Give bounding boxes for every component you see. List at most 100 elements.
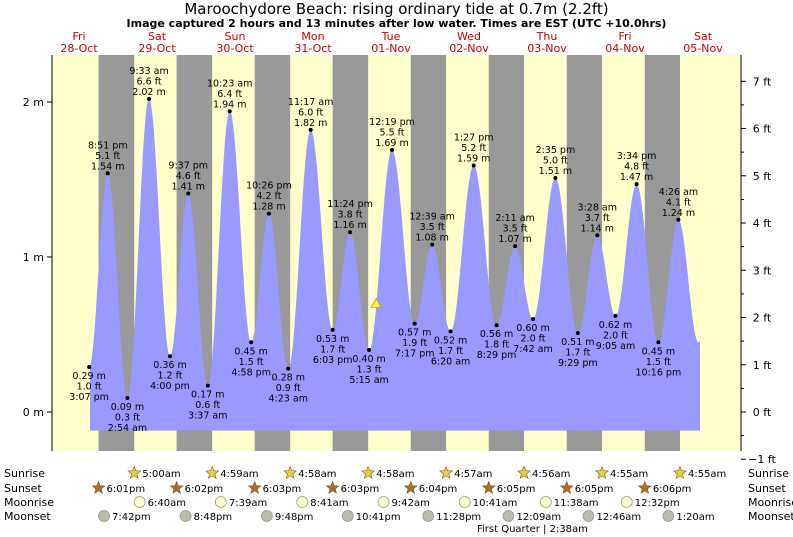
low-tide-label: 2:54 am [108, 423, 147, 434]
moonset-time: 12:46am [596, 512, 641, 523]
low-tide-point [575, 330, 580, 335]
left-tick-label: 2 m [23, 96, 44, 109]
sunset-time: 6:03pm [341, 484, 380, 495]
right-tick-label: 3 ft [753, 264, 772, 277]
high-tide-point [227, 109, 232, 114]
date-label: 05-Nov [683, 42, 723, 55]
high-tide-label: 1.24 m [662, 208, 695, 219]
low-tide-point [87, 365, 92, 370]
high-tide-point [147, 96, 152, 101]
moonset-icon [179, 510, 192, 522]
high-tide-label: 1.14 m [581, 223, 614, 234]
date-label: 29-Oct [138, 42, 176, 55]
sunrise-row-label: Sunrise [4, 467, 45, 480]
low-tide-label: 4:23 am [269, 394, 308, 405]
high-tide-label: 2:11 am [495, 213, 534, 224]
low-tide-label: 0.40 m [352, 354, 385, 365]
high-tide-point [186, 191, 191, 196]
low-tide-label: 0.6 ft [195, 400, 220, 411]
sunrise-time: 4:58am [298, 469, 336, 480]
day-of-week-label: Sat [148, 30, 167, 43]
low-tide-point [448, 329, 453, 334]
high-tide-label: 9:33 am [129, 66, 168, 77]
tide-area [90, 98, 700, 431]
high-tide-label: 3:34 pm [617, 151, 657, 162]
day-of-week-label: Sun [225, 30, 246, 43]
moonrise-icon [377, 496, 390, 508]
low-tide-label: 1.9 ft [402, 338, 427, 349]
high-tide-label: 1.51 m [539, 166, 572, 177]
low-tide-label: 8:29 pm [477, 350, 517, 361]
sunset-time: 6:02pm [185, 484, 224, 495]
sunrise-time: 4:55am [610, 469, 648, 480]
right-tick-label: −1 ft [748, 453, 776, 466]
low-tide-label: 7:17 pm [395, 349, 435, 360]
sunrise-icon [439, 465, 454, 479]
high-tide-label: 1:27 pm [454, 133, 494, 144]
moonset-time: 10:41pm [356, 512, 401, 523]
low-tide-label: 6:03 pm [313, 355, 353, 366]
right-tick-label: 4 ft [753, 217, 772, 230]
low-tide-label: 0.56 m [480, 329, 513, 340]
low-tide-label: 1.5 ft [646, 357, 671, 368]
date-label: 03-Nov [527, 42, 567, 55]
moonset-time: 1:20am [676, 512, 714, 523]
low-tide-label: 0.28 m [272, 373, 305, 384]
sunset-icon [637, 480, 652, 494]
sunset-time: 6:05pm [575, 484, 614, 495]
moonset-time: 12:09am [516, 512, 561, 523]
moonset-time: 9:48pm [275, 512, 314, 523]
day-of-week-label: Mon [301, 30, 324, 43]
low-tide-label: 0.3 ft [115, 413, 140, 424]
low-tide-label: 9:05 am [596, 341, 635, 352]
moonrise-time: 12:32pm [635, 498, 680, 509]
high-tide-point [595, 233, 600, 238]
high-tide-point [513, 244, 518, 249]
date-label: 02-Nov [449, 42, 489, 55]
low-tide-label: 0.09 m [111, 402, 144, 413]
high-tide-label: 10:23 am [207, 78, 252, 89]
low-tide-point [168, 354, 172, 359]
low-tide-label: 2.0 ft [603, 330, 628, 341]
sunrise-time: 5:00am [142, 469, 180, 480]
moonrise-time: 9:42am [392, 498, 430, 509]
moonset-row-label: Moonset [4, 510, 51, 523]
low-tide-point [656, 340, 661, 345]
high-tide-label: 3.5 ft [420, 222, 445, 233]
sunrise-time: 4:56am [532, 469, 570, 480]
low-tide-point [330, 327, 335, 332]
low-tide-label: 1.0 ft [77, 382, 102, 393]
sunrise-time: 4:55am [688, 469, 726, 480]
moonset-time: 8:48pm [194, 512, 233, 523]
sunset-icon [559, 480, 574, 494]
low-tide-label: 0.57 m [398, 328, 431, 339]
sunrise-icon [127, 465, 142, 479]
day-of-week-label: Sat [694, 30, 713, 43]
sunrise-icon [283, 465, 298, 479]
day-of-week-label: Fri [618, 30, 631, 43]
sunrise-row-label: Sunrise [748, 467, 789, 480]
sunset-time: 6:03pm [263, 484, 302, 495]
low-tide-label: 0.60 m [516, 323, 549, 334]
sunrise-icon [517, 465, 531, 479]
low-tide-label: 1.7 ft [565, 347, 590, 358]
sunrise-time: 4:59am [220, 469, 258, 480]
moonset-time: 11:28pm [436, 512, 481, 523]
chart-subtitle: Image captured 2 hours and 13 minutes af… [126, 17, 667, 30]
day-of-week-label: Tue [381, 30, 401, 43]
date-label: 31-Oct [294, 42, 332, 55]
chart-title: Maroochydore Beach: rising ordinary tide… [184, 0, 609, 18]
low-tide-point [125, 396, 130, 401]
high-tide-label: 6.4 ft [217, 89, 242, 100]
low-tide-label: 1.8 ft [484, 340, 509, 351]
high-tide-point [266, 211, 271, 216]
sunrise-icon [673, 465, 687, 479]
high-tide-label: 4:26 am [659, 187, 698, 198]
high-tide-point [105, 171, 110, 176]
high-tide-label: 4.2 ft [256, 191, 281, 202]
right-tick-label: 0 ft [753, 406, 772, 419]
high-tide-label: 1.28 m [252, 202, 285, 213]
right-tick-label: 1 ft [753, 359, 772, 372]
high-tide-label: 11:17 am [288, 97, 333, 108]
